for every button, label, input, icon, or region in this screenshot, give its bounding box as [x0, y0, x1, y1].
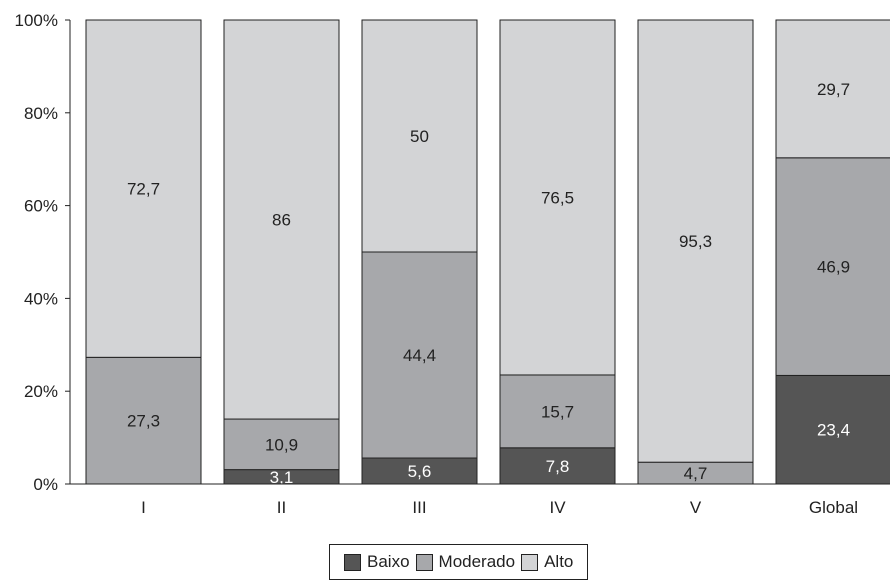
- x-tick-label: IV: [549, 498, 566, 517]
- data-label: 3,1: [270, 468, 294, 487]
- y-tick-label: 20%: [24, 382, 58, 401]
- data-label: 10,9: [265, 435, 298, 454]
- bar-moderado-global: [775, 157, 890, 376]
- y-tick-label: 60%: [24, 197, 58, 216]
- bars: 27,3 72,7 3,1 10,9 86 5,6 44,4 50 7,8 15,7 76,5 4,7…: [85, 19, 890, 487]
- legend-swatch-alto: [521, 553, 539, 571]
- y-tick-label: 100%: [15, 11, 58, 30]
- x-tick-label: I: [141, 498, 146, 517]
- stacked-bar-chart: 0% 20% 40% 60% 80% 100% 27,3 72,7 3,1 10,9 86 5,6 4…: [15, 11, 890, 517]
- data-label: 7,8: [546, 457, 570, 476]
- bar-moderado-ii: [223, 418, 340, 471]
- x-tick-label: Global: [809, 498, 858, 517]
- data-label: 15,7: [541, 402, 574, 421]
- data-label: 46,9: [817, 258, 850, 277]
- data-label: 5,6: [408, 462, 432, 481]
- data-label: 76,5: [541, 188, 574, 207]
- y-tick-label: 80%: [24, 104, 58, 123]
- data-label: 44,4: [403, 346, 436, 365]
- legend-item-alto: Alto: [521, 552, 573, 572]
- bar-alto-ii: [223, 19, 340, 420]
- data-label: 27,3: [127, 412, 160, 431]
- bar-moderado-iii: [361, 251, 478, 459]
- data-label: 72,7: [127, 180, 160, 199]
- x-tick-label: II: [277, 498, 286, 517]
- data-label: 50: [410, 127, 429, 146]
- bar-baixo-global: [775, 374, 890, 485]
- data-label: 23,4: [817, 421, 850, 440]
- y-tick-label: 40%: [24, 289, 58, 308]
- x-tick-label: V: [690, 498, 702, 517]
- bar-alto-iv: [499, 19, 616, 376]
- x-tick-label: III: [412, 498, 426, 517]
- legend-swatch-baixo: [344, 553, 361, 571]
- legend: Baixo Moderado Alto: [329, 544, 589, 580]
- legend-item-moderado: Moderado: [415, 552, 516, 572]
- y-axis: 0% 20% 40% 60% 80% 100%: [15, 11, 71, 494]
- bar-alto-v: [637, 19, 754, 463]
- data-label: 4,7: [684, 464, 708, 483]
- bar-alto-i: [85, 19, 202, 358]
- data-label: 29,7: [817, 80, 850, 99]
- legend-item-baixo: Baixo: [344, 552, 410, 572]
- legend-label-moderado: Moderado: [438, 552, 516, 571]
- legend-label-baixo: Baixo: [367, 552, 410, 571]
- bar-baixo-iii: [361, 457, 478, 485]
- bar-alto-global: [775, 19, 890, 159]
- legend-swatch-moderado: [415, 553, 433, 571]
- bar-moderado-iv: [499, 374, 616, 449]
- y-tick-label: 0%: [33, 475, 58, 494]
- bar-alto-iii: [361, 19, 478, 253]
- data-label: 95,3: [679, 232, 712, 251]
- data-label: 86: [272, 211, 291, 230]
- x-axis: I II III IV V Global: [70, 483, 890, 517]
- legend-label-alto: Alto: [544, 552, 574, 571]
